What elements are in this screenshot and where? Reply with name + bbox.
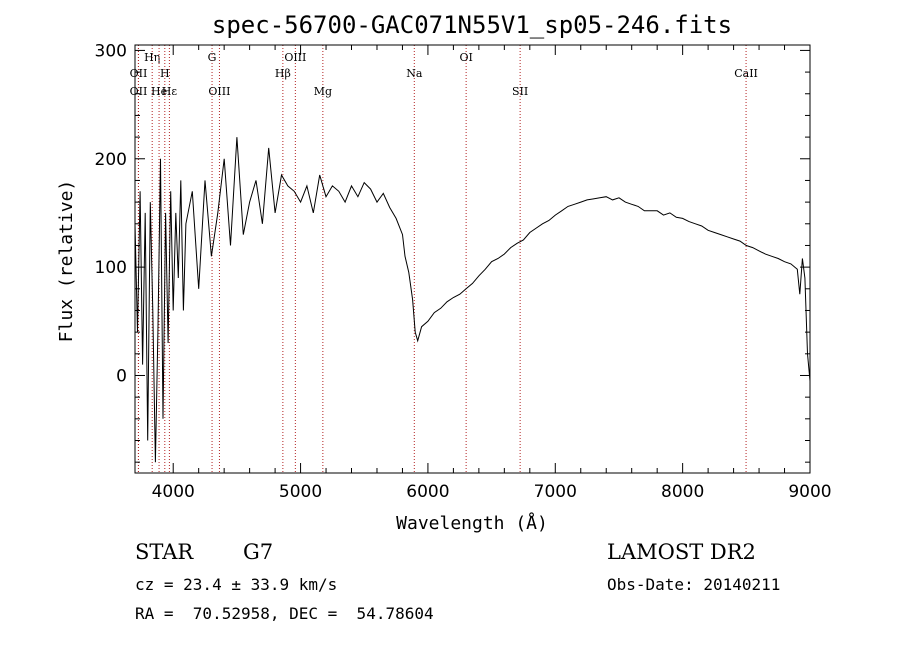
y-axis-label: Flux (relative)	[56, 180, 77, 343]
x-tick-label: 6000	[406, 482, 449, 502]
line-label: OII	[130, 85, 148, 98]
x-tick-label: 4000	[152, 482, 195, 502]
line-label: G	[208, 51, 217, 64]
line-label: OI	[459, 51, 472, 64]
coordinates: RA = 70.52958, DEC = 54.78604	[135, 604, 434, 623]
survey-name: LAMOST DR2	[607, 540, 756, 564]
y-tick-label: 200	[95, 150, 127, 170]
object-class: STAR	[135, 540, 194, 564]
line-label: Na	[406, 67, 423, 80]
object-subclass: G7	[243, 540, 274, 564]
redshift-value: cz = 23.4 ± 33.9 km/s	[135, 575, 338, 594]
line-label: H	[160, 67, 170, 80]
line-label: Hε	[162, 85, 178, 98]
line-label: CaII	[734, 67, 758, 80]
y-tick-label: 0	[116, 366, 127, 386]
line-label: He	[151, 85, 167, 98]
x-axis-label: Wavelength (Å)	[396, 512, 548, 534]
line-label: Hη	[144, 51, 160, 64]
spectrum-series	[134, 137, 811, 463]
spectrum-line	[134, 137, 811, 463]
line-label: OIII	[208, 85, 230, 98]
x-tick-label: 7000	[534, 482, 577, 502]
y-tick-label: 300	[95, 41, 127, 61]
observation-date: Obs-Date: 20140211	[607, 575, 781, 594]
x-tick-label: 5000	[279, 482, 322, 502]
line-label: OIII	[284, 51, 306, 64]
y-tick-label: 100	[95, 258, 127, 278]
chart-title: spec-56700-GAC071N55V1_sp05-246.fits	[212, 11, 732, 39]
axis-ticks: 4000 5000 6000 7000 8000 9000 0 100 200 300	[95, 41, 832, 502]
line-label: Hβ	[275, 67, 291, 80]
x-tick-label: 8000	[661, 482, 704, 502]
plot-frame	[134, 44, 811, 474]
line-label: OII	[130, 67, 148, 80]
line-label: SII	[512, 85, 528, 98]
x-tick-label: 9000	[788, 482, 831, 502]
emission-lines: OII OII Hη He H Hε G OIII Hβ OIII Mg Na OI SII CaII	[130, 45, 758, 473]
line-label: Mg	[314, 85, 332, 98]
